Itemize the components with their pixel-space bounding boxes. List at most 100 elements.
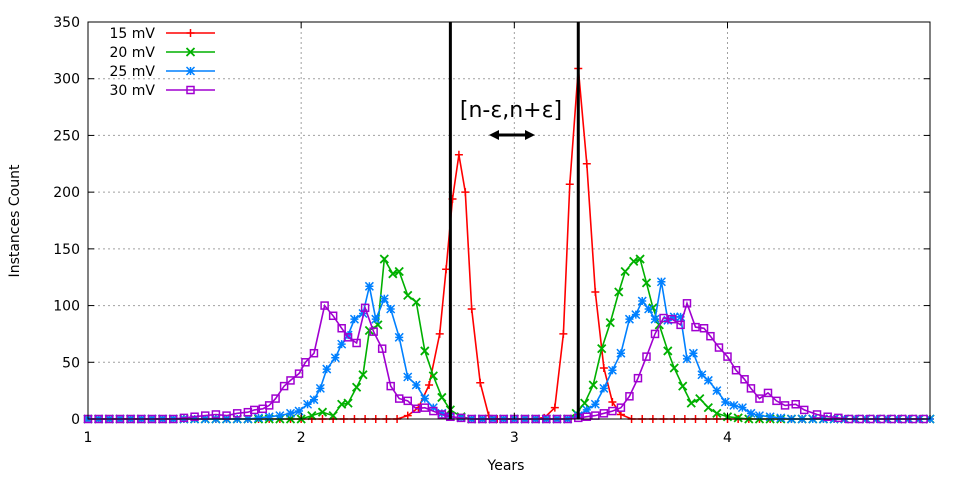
data-point: [437, 410, 447, 419]
data-point: [371, 314, 381, 324]
plot-frame: [87, 21, 931, 420]
data-point: [641, 278, 652, 288]
data-point: [642, 352, 651, 361]
epsilon-interval-label: [n-ε,n+ε]: [460, 98, 562, 123]
data-point: [834, 413, 843, 423]
data-point: [411, 380, 421, 390]
data-point: [250, 405, 259, 415]
data-point: [309, 348, 319, 358]
data-point: [420, 346, 430, 356]
data-point: [740, 375, 749, 384]
data-point: [659, 313, 668, 323]
legend-marker: [186, 85, 195, 95]
data-point: [303, 399, 313, 409]
data-point: [394, 394, 404, 403]
data-point: [565, 180, 574, 189]
data-point: [351, 382, 362, 392]
data-point: [608, 397, 617, 406]
data-point: [364, 281, 374, 291]
data-point: [763, 388, 773, 398]
data-point: [629, 256, 639, 266]
data-point: [461, 188, 470, 197]
series-line: [88, 281, 930, 420]
data-point: [746, 384, 756, 393]
data-point: [294, 369, 304, 378]
data-point: [420, 394, 430, 404]
data-point: [437, 408, 447, 418]
data-point: [580, 398, 590, 408]
legend-marker: [185, 47, 196, 57]
data-point: [337, 339, 347, 349]
data-point: [780, 401, 790, 410]
data-point: [403, 396, 412, 406]
data-point: [682, 354, 692, 364]
data-point: [676, 320, 685, 330]
data-point: [624, 314, 634, 324]
data-point: [437, 392, 447, 403]
data-point: [275, 411, 285, 421]
data-point: [343, 333, 353, 342]
data-point: [754, 411, 764, 421]
data-point: [211, 410, 221, 419]
data-point: [765, 412, 775, 422]
data-point: [731, 365, 741, 375]
data-point: [179, 413, 189, 423]
annotation-layer: [n-ε,n+ε]: [448, 22, 580, 419]
data-point: [264, 412, 274, 422]
data-point: [301, 358, 310, 367]
series-25-mv: [83, 277, 935, 424]
series-20-mv: [83, 254, 935, 424]
data-point: [616, 348, 626, 358]
x-tick-label: 3: [510, 430, 519, 446]
data-point: [712, 386, 722, 396]
data-point: [614, 287, 624, 297]
data-point: [190, 412, 199, 421]
data-point: [703, 403, 713, 413]
double-arrow-icon: [489, 130, 535, 140]
data-point: [358, 370, 368, 380]
data-point: [590, 399, 600, 409]
data-point: [559, 329, 568, 338]
data-point: [315, 383, 325, 393]
data-point: [667, 314, 677, 324]
data-point: [791, 400, 800, 409]
data-point: [307, 410, 317, 421]
data-point: [379, 254, 389, 264]
x-axis-label: Years: [487, 458, 525, 474]
data-point: [616, 403, 626, 412]
data-point: [688, 348, 698, 358]
data-point: [650, 329, 660, 339]
data-point: [322, 364, 332, 374]
legend-label: 30 mV: [110, 83, 156, 99]
data-point: [582, 159, 591, 168]
legend-marker: [186, 29, 195, 37]
data-point: [360, 303, 370, 313]
data-point: [412, 404, 421, 414]
data-point: [656, 277, 666, 287]
data-point: [755, 394, 764, 403]
data-point: [454, 150, 463, 159]
data-point: [663, 346, 673, 356]
data-point: [676, 312, 686, 322]
data-point: [697, 370, 707, 380]
data-point: [328, 311, 338, 321]
data-point: [349, 314, 359, 324]
data-point: [379, 294, 389, 304]
series-line: [88, 300, 924, 420]
data-point: [682, 299, 692, 308]
data-point: [254, 413, 264, 423]
data-point: [582, 405, 592, 415]
legend-label: 20 mV: [110, 45, 156, 61]
y-tick-label: 0: [71, 412, 80, 428]
y-axis-label: Instances Count: [7, 164, 23, 277]
data-point: [456, 413, 466, 423]
data-point: [633, 373, 643, 383]
legend: 15 mV 20 mV 25 mV 30 mV: [110, 26, 215, 99]
data-point: [320, 301, 329, 310]
data-point: [737, 403, 747, 413]
data-point: [631, 310, 641, 320]
data-point: [411, 297, 421, 307]
data-point: [720, 397, 730, 407]
data-point: [608, 406, 617, 416]
